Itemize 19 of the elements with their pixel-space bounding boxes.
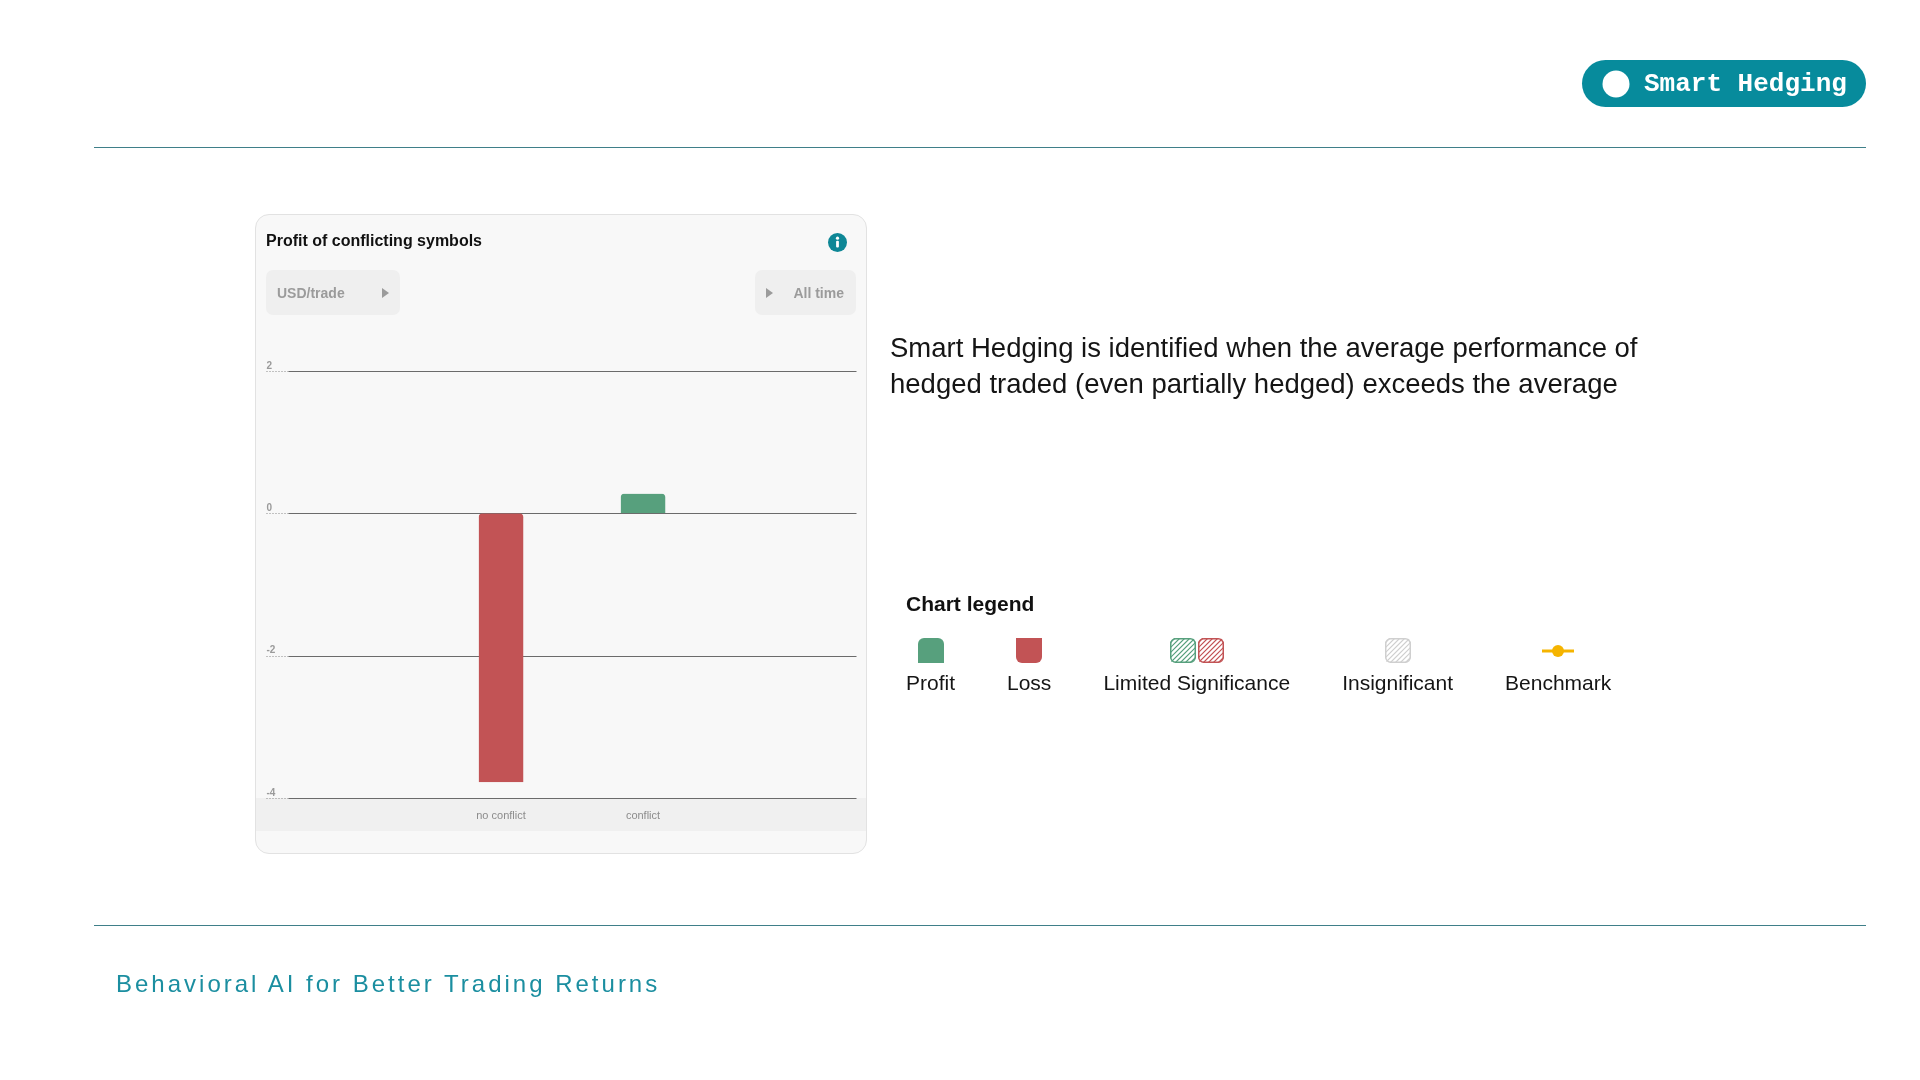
text: Limited Significance bbox=[1103, 671, 1291, 695]
legend-title: Chart legend bbox=[906, 592, 1035, 616]
dropdown-button: USD/trade bbox=[266, 270, 400, 315]
badge: Smart Hedging bbox=[1582, 60, 1866, 107]
chart-title: Profit of conflicting symbols bbox=[266, 232, 483, 250]
legend-label: Profit bbox=[906, 671, 956, 695]
x-tick-label: no conflict bbox=[476, 808, 526, 821]
text: Behavioral AI for Better Trading Returns bbox=[116, 970, 661, 998]
y-axis-title: USD/trade bbox=[277, 284, 346, 301]
text: Benchmark bbox=[1505, 671, 1612, 695]
x-tick-label: conflict bbox=[625, 808, 661, 821]
y-tick-label: 2 bbox=[266, 359, 273, 371]
text: Insignificant bbox=[1342, 671, 1454, 695]
dropdown-button: All time bbox=[755, 270, 856, 315]
y-tick-label: 0 bbox=[266, 501, 273, 513]
y-tick-label: -2 bbox=[266, 644, 276, 656]
text: Smart Hedging is identified when the average performance of hedged traded (even partially hedged) exceeds the average bbox=[890, 331, 1639, 401]
legend-label: Loss bbox=[1007, 671, 1052, 695]
y-tick-label: -4 bbox=[266, 786, 276, 798]
